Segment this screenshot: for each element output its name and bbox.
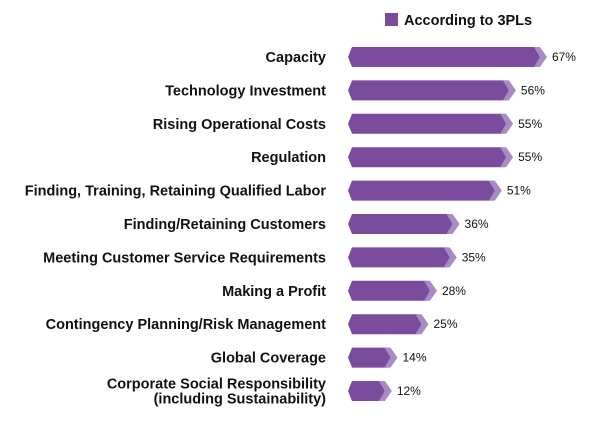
bar-tip bbox=[500, 147, 514, 168]
legend: According to 3PLs bbox=[385, 13, 532, 29]
bar bbox=[348, 180, 495, 201]
category-label: Corporate Social Responsibility (includin… bbox=[107, 377, 326, 408]
bar bbox=[348, 381, 385, 401]
bar-tip bbox=[384, 347, 398, 368]
bar bbox=[348, 113, 507, 134]
value-label: 12% bbox=[397, 384, 421, 398]
bar bbox=[348, 214, 453, 234]
bar bbox=[348, 347, 391, 368]
bar bbox=[348, 47, 540, 67]
category-label: Meeting Customer Service Requirements bbox=[43, 250, 326, 266]
category-label: Finding/Retaining Customers bbox=[124, 217, 326, 233]
bar-tip bbox=[502, 80, 516, 101]
bar-tip bbox=[378, 381, 392, 401]
value-label: 35% bbox=[462, 250, 486, 264]
bar bbox=[348, 80, 509, 101]
category-label: Contingency Planning/Risk Management bbox=[46, 317, 327, 333]
value-label: 25% bbox=[434, 317, 458, 331]
category-label: Making a Profit bbox=[222, 284, 326, 300]
value-label: 56% bbox=[521, 83, 545, 97]
value-label: 55% bbox=[518, 117, 542, 131]
bar bbox=[348, 314, 422, 335]
bar-tip bbox=[443, 247, 457, 268]
category-label: Technology Investment bbox=[165, 83, 326, 99]
bar-tip bbox=[533, 47, 547, 67]
legend-swatch bbox=[385, 13, 398, 26]
bar-tip bbox=[488, 180, 502, 201]
bars-group: 67% Capacity 56% Technology Investment 55% Ri… bbox=[25, 47, 576, 408]
legend-label: According to 3PLs bbox=[404, 13, 532, 29]
category-label: Regulation bbox=[251, 150, 326, 166]
value-label: 36% bbox=[465, 217, 489, 231]
value-label: 55% bbox=[518, 150, 542, 164]
bar bbox=[348, 280, 430, 301]
value-label: 14% bbox=[402, 351, 426, 365]
bar bbox=[348, 247, 450, 268]
bar-tip bbox=[415, 314, 429, 335]
bar-tip bbox=[500, 113, 514, 134]
value-label: 51% bbox=[507, 184, 531, 198]
value-label: 67% bbox=[552, 50, 576, 64]
bar-tip bbox=[423, 280, 437, 301]
value-label: 28% bbox=[442, 284, 466, 298]
category-label: Finding, Training, Retaining Qualified L… bbox=[25, 184, 327, 200]
category-label: Capacity bbox=[266, 50, 326, 66]
category-label: Rising Operational Costs bbox=[153, 117, 326, 133]
bar bbox=[348, 147, 507, 168]
category-label: Global Coverage bbox=[211, 351, 326, 367]
bar-tip bbox=[446, 214, 460, 234]
